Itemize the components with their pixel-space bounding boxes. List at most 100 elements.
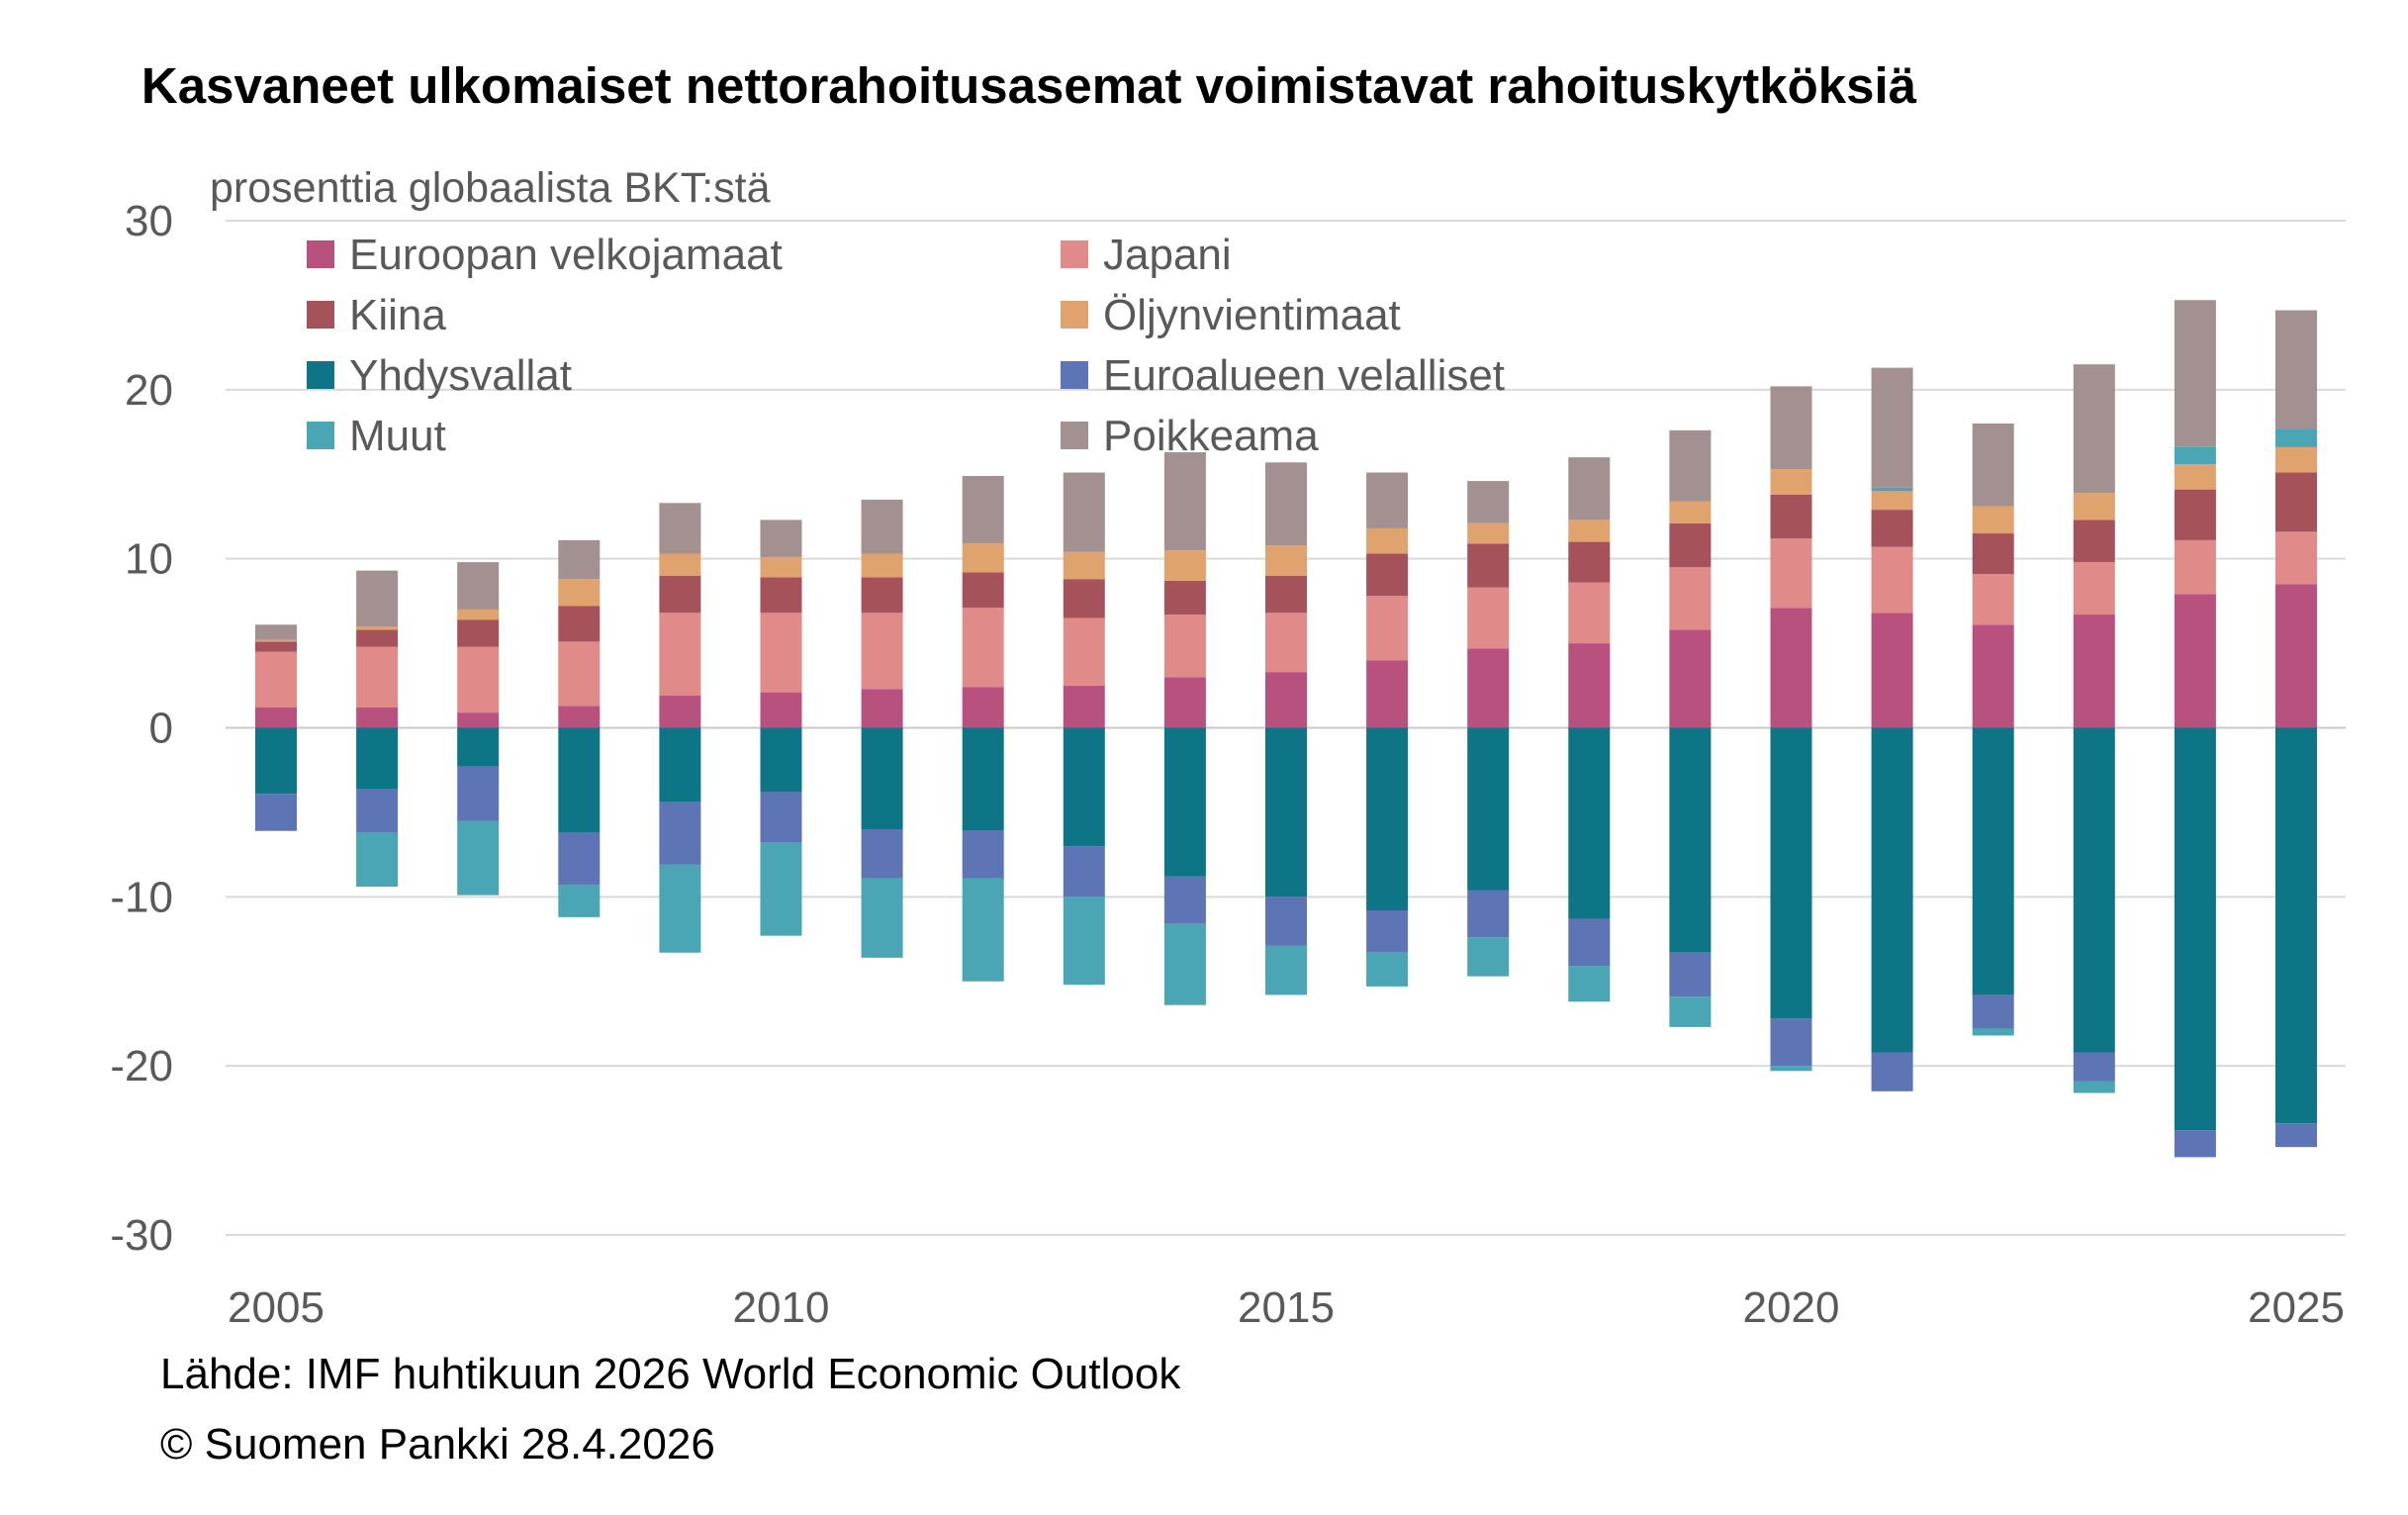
bar-segment-euroopan-velkojamaat [1871,613,1913,728]
bar-stack-2015 [1265,462,1307,995]
bar-segment-poikkeama [1467,481,1510,523]
bar-segment-yhdysvallat [760,727,802,793]
bar-segment-euroalueen-velalliset [457,766,500,821]
bar-segment-euroopan-velkojamaat [962,687,1004,728]
bar-segment-kiina [2073,520,2115,563]
bar-segment-japani [2073,562,2115,615]
bar-segment-kiina [2174,489,2216,540]
bar-stack-2007 [457,562,500,896]
x-tick-label: 2020 [1743,1283,1840,1332]
bar-segment-yhdysvallat [2174,727,2216,1131]
bar-segment-poikkeama [1568,457,1611,521]
x-tick-label: 2010 [733,1283,830,1332]
bar-segment-yhdysvallat [1669,727,1712,953]
bar-stack-2008 [558,539,601,917]
bar-stack-2021 [1871,367,1913,1091]
bar-segment-euroopan-velkojamaat [659,696,701,728]
bar-segment-yhdysvallat [1163,727,1206,877]
legend-swatch [1061,361,1088,389]
bar-segment-öljynvientimaat [1568,520,1611,542]
bar-segment-japani [255,651,297,708]
copyright-note: © Suomen Pankki 28.4.2026 [160,1420,715,1468]
bar-segment-poikkeama [2275,310,2317,429]
bar-segment-poikkeama [861,499,903,554]
bar-stack-2005 [255,624,297,831]
bar-segment-yhdysvallat [2275,727,2317,1124]
x-axis-ticks: 2005 2010 2015 2020 2025 [228,1283,2345,1332]
bar-stack-2016 [1366,472,1409,987]
bar-stack-2019 [1669,429,1712,1027]
bar-segment-kiina [356,629,399,647]
bar-segment-euroopan-velkojamaat [1568,643,1611,728]
bar-stack-2024 [2174,300,2216,1158]
bar-segment-euroopan-velkojamaat [1163,677,1206,728]
bar-segment-öljynvientimaat [1669,501,1712,523]
bar-segment-muut [558,885,601,917]
bar-segment-muut [1669,996,1712,1027]
bar-segment-euroalueen-velalliset [1366,910,1409,953]
bar-segment-kiina [255,641,297,652]
bar-stack-2012 [962,475,1004,982]
bar-segment-poikkeama [457,562,500,610]
bar-segment-öljynvientimaat [457,609,500,620]
y-tick-label: 30 [125,197,173,245]
bar-stack-2010 [760,520,802,936]
bar-segment-euroalueen-velalliset [1871,1052,1913,1091]
bar-segment-japani [1770,538,1812,609]
bar-segment-euroalueen-velalliset [255,794,297,831]
bar-segment-japani [2174,539,2216,595]
y-axis-ticks: 30 20 10 0 -10 -20 -30 [110,197,173,1260]
bar-segment-japani [1265,613,1307,673]
bar-segment-japani [861,613,903,690]
bar-segment-poikkeama [255,624,297,640]
bar-segment-yhdysvallat [1366,727,1409,910]
bar-segment-muut [1163,923,1206,1005]
bar-segment-euroalueen-velalliset [1467,890,1510,938]
bar-segment-öljynvientimaat [2174,464,2216,490]
bar-segment-yhdysvallat [659,727,701,803]
legend-label: Japani [1103,231,1232,279]
bar-segment-kiina [1669,522,1712,568]
bar-segment-japani [760,613,802,693]
bar-segment-euroalueen-velalliset [962,830,1004,879]
bar-segment-euroopan-velkojamaat [255,708,297,728]
bar-segment-euroalueen-velalliset [760,792,802,843]
bars [255,300,2317,1158]
bar-segment-muut [1467,937,1510,977]
bar-segment-kiina [558,606,601,642]
bar-segment-euroopan-velkojamaat [2174,594,2216,728]
legend-label: Yhdysvallat [349,351,572,400]
bar-segment-japani [457,646,500,713]
bar-segment-öljynvientimaat [659,553,701,576]
bar-segment-öljynvientimaat [1366,527,1409,554]
bar-segment-kiina [2275,472,2317,532]
bar-segment-euroalueen-velalliset [1265,897,1307,946]
legend-swatch [1061,240,1088,268]
bar-stack-2006 [356,570,399,888]
bar-segment-öljynvientimaat [2073,493,2115,521]
bar-segment-muut [1568,966,1611,1002]
bar-segment-japani [1063,617,1105,686]
bar-segment-öljynvientimaat [558,579,601,607]
bar-segment-japani [1366,596,1409,661]
bar-segment-euroopan-velkojamaat [356,708,399,728]
legend: Euroopan velkojamaat Japani Kiina Öljynvien… [307,231,1505,460]
legend-swatch [307,422,334,449]
bar-segment-kiina [1063,579,1105,618]
bar-stack-2025 [2275,310,2317,1148]
bar-segment-euroopan-velkojamaat [457,712,500,728]
legend-label: Muut [349,412,446,460]
y-tick-label: -20 [110,1042,173,1090]
bar-segment-euroalueen-velalliset [861,829,903,879]
bar-segment-poikkeama [2174,300,2216,447]
bar-segment-euroalueen-velalliset [2073,1052,2115,1082]
bar-segment-kiina [457,619,500,647]
bar-segment-euroalueen-velalliset [558,832,601,886]
bar-stack-2017 [1467,481,1510,977]
bar-segment-kiina [1770,494,1812,539]
bar-segment-japani [1669,567,1712,630]
bar-segment-euroalueen-velalliset [1972,994,2014,1029]
bar-segment-japani [962,608,1004,688]
bar-stack-2018 [1568,457,1611,1002]
bar-segment-poikkeama [1265,462,1307,545]
